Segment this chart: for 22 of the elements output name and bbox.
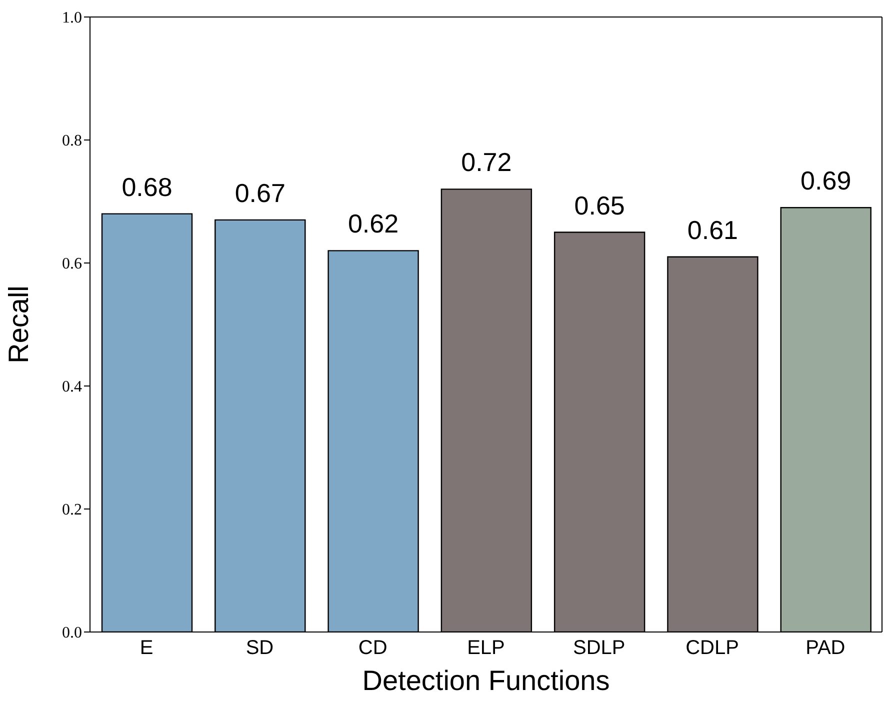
y-axis-title: Recall [2, 286, 34, 364]
y-tick-label: 0.2 [62, 502, 82, 519]
data-label: 0.61 [687, 214, 738, 245]
y-tick-label: 0.8 [62, 132, 82, 150]
x-tick-label: PAD [806, 637, 846, 660]
y-tick-label: 1.0 [62, 10, 82, 27]
data-label: 0.68 [122, 172, 172, 202]
data-label: 0.72 [461, 147, 512, 178]
data-label: 0.69 [800, 166, 852, 196]
data-label: 0.65 [574, 190, 625, 220]
data-label: 0.67 [234, 178, 286, 208]
x-tick-label: E [140, 637, 154, 660]
x-tick-label: CD [358, 637, 388, 660]
y-tick-label: 0.4 [62, 378, 82, 396]
data-label: 0.62 [348, 208, 399, 239]
x-axis-title: Detection Functions [362, 665, 610, 696]
y-tick-label: 0.0 [62, 624, 82, 642]
x-tick-label: SDLP [573, 637, 626, 660]
x-tick-label: CDLP [686, 637, 739, 660]
x-tick-label: ELP [467, 637, 505, 660]
x-tick-label: SD [246, 637, 274, 660]
y-tick-label: 0.6 [62, 256, 82, 273]
